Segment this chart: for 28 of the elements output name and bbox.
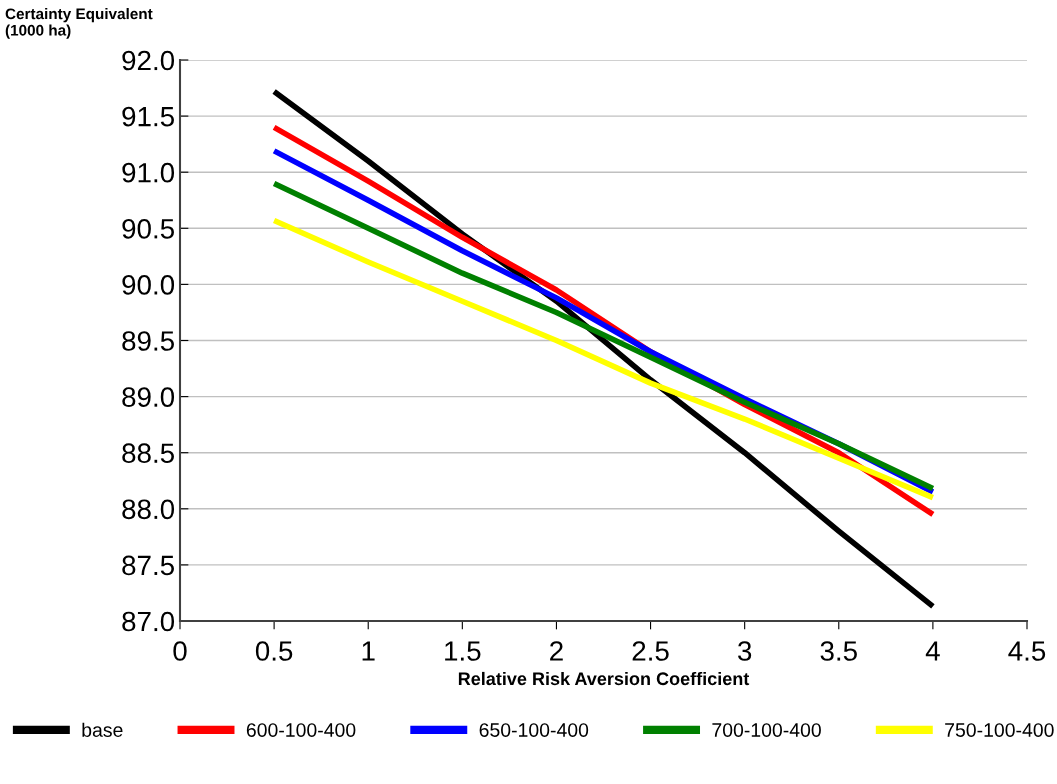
x-tick-label: 0 — [173, 641, 187, 661]
y-tick-label: 88.5 — [122, 443, 174, 464]
x-tick-label: 1.5 — [445, 641, 481, 661]
x-tick-label: 0.5 — [255, 641, 293, 661]
y-axis-title: Certainty Equivalent (1000 ha) — [5, 8, 153, 39]
x-tick-label: 4.5 — [1008, 641, 1046, 661]
y-tick-label: 90.5 — [122, 218, 174, 239]
y-tick-label: 88.0 — [122, 499, 175, 520]
legend-label: 650-100-400 — [479, 723, 589, 737]
legend-label: 700-100-400 — [712, 723, 821, 737]
legend-label: base — [82, 722, 123, 737]
x-tick-label: 4 — [925, 641, 940, 661]
legend-label: 750-100-400 — [945, 723, 1054, 737]
y-tick-label: 89.0 — [122, 387, 175, 407]
y-tick-label: 91.5 — [122, 106, 174, 127]
x-axis-title: Relative Risk Aversion Coefficient — [458, 671, 750, 686]
x-tick-label: 3 — [738, 641, 752, 661]
x-tick-label: 2.5 — [632, 641, 669, 661]
x-tick-label: 3.5 — [820, 641, 857, 661]
legend-label: 600-100-400 — [246, 723, 356, 737]
x-tick-label: 1 — [362, 641, 375, 661]
y-tick-label: 87.0 — [122, 611, 175, 632]
y-tick-label: 90.0 — [122, 275, 175, 295]
y-tick-label: 92.0 — [122, 50, 175, 71]
y-tick-label: 87.5 — [122, 555, 174, 576]
y-tick-label: 91.0 — [122, 162, 175, 183]
y-tick-label: 89.5 — [122, 331, 174, 351]
x-tick-label: 2 — [550, 641, 563, 661]
